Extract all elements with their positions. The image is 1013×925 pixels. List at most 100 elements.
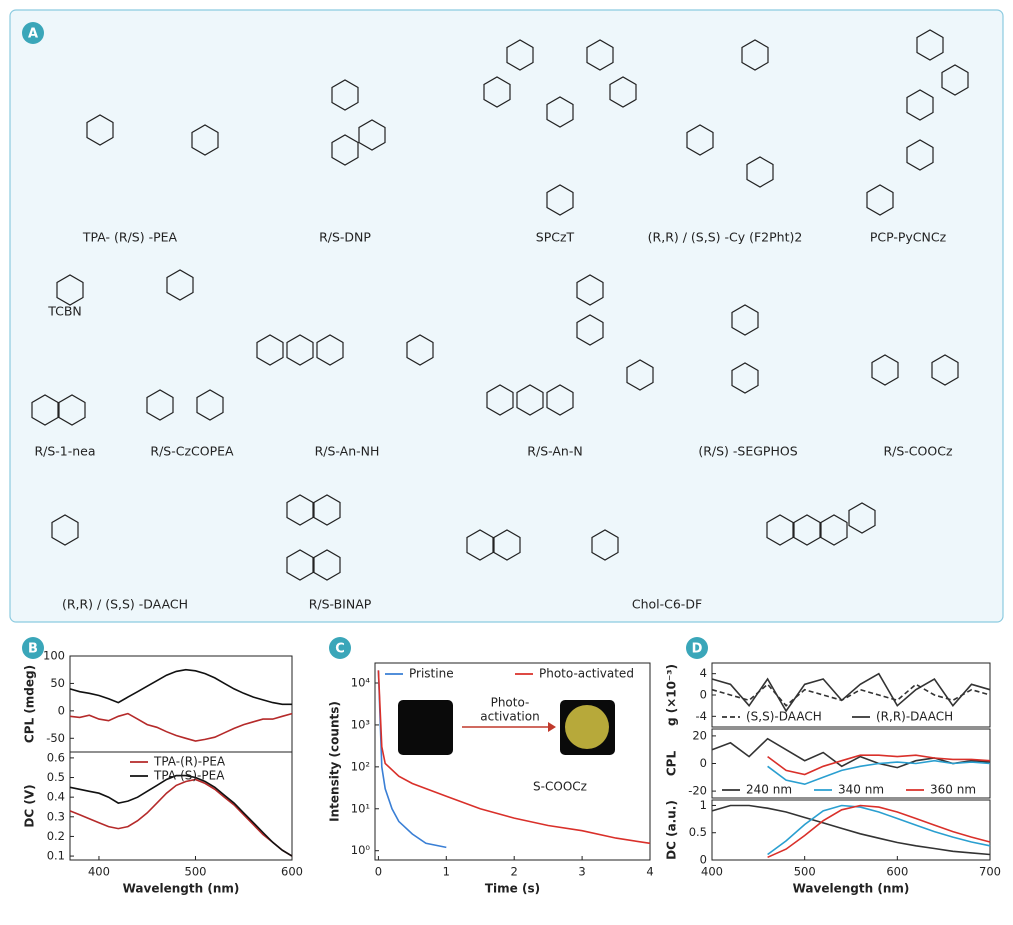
structure-ring xyxy=(58,394,86,426)
series-line xyxy=(711,804,991,856)
y-tick-label: 4 xyxy=(700,666,707,680)
structure-ring xyxy=(506,39,534,71)
series-line xyxy=(69,668,292,706)
structure-ring xyxy=(871,354,899,386)
y-tick-label: 0 xyxy=(700,756,707,770)
x-axis-label: Time (s) xyxy=(485,882,540,896)
y-tick-label: 100 xyxy=(43,649,65,663)
y-tick-label: 1 xyxy=(700,798,707,812)
compound-label: Chol-C6-DF xyxy=(632,597,702,612)
x-tick-label: 500 xyxy=(185,865,207,879)
compound-label: R/S-BINAP xyxy=(309,597,372,612)
structure-ring xyxy=(866,184,894,216)
structure-ring xyxy=(546,96,574,128)
y-axis-label: DC (a.u.) xyxy=(665,800,679,860)
structure-ring xyxy=(576,314,604,346)
compound-label: R/S-An-NH xyxy=(315,444,380,459)
y-tick-label: 10⁴ xyxy=(351,676,371,690)
legend-label: TPA-(S)-PEA xyxy=(153,769,225,783)
compound-label: R/S-An-N xyxy=(527,444,582,459)
y-axis-label: CPL (mdeg) xyxy=(23,665,37,743)
y-tick-label: 0 xyxy=(700,853,707,867)
badge-circle xyxy=(22,637,44,659)
inset-arrowhead xyxy=(548,722,556,732)
compound-label: R/S-COOCz xyxy=(883,444,952,459)
legend-label: (S,S)-DAACH xyxy=(746,710,822,724)
structure-ring xyxy=(483,76,511,108)
y-axis-label: DC (V) xyxy=(23,784,37,827)
plot-frame xyxy=(374,662,651,861)
structure-ring xyxy=(146,389,174,421)
structure-ring xyxy=(191,124,219,156)
structure-ring xyxy=(56,274,84,306)
y-tick-label: 0.3 xyxy=(47,809,65,823)
series-line xyxy=(711,672,991,713)
y-axis-label: CPL xyxy=(665,751,679,777)
structure-ring xyxy=(941,64,969,96)
structure-ring xyxy=(313,549,341,581)
structure-ring xyxy=(358,119,386,151)
x-tick-label: 600 xyxy=(886,865,908,879)
structure-ring xyxy=(51,514,79,546)
structure-ring xyxy=(546,184,574,216)
y-tick-label: 0.6 xyxy=(47,750,65,764)
structure-ring xyxy=(731,362,759,394)
structure-ring xyxy=(331,134,359,166)
structure-ring xyxy=(766,514,794,546)
structure-ring xyxy=(86,114,114,146)
structure-ring xyxy=(916,29,944,61)
structure-ring xyxy=(591,529,619,561)
x-tick-label: 500 xyxy=(794,865,816,879)
plot-frame xyxy=(69,751,293,861)
y-tick-label: 50 xyxy=(50,676,65,690)
structure-ring xyxy=(546,384,574,416)
badge-label: C xyxy=(335,642,345,657)
structure-ring xyxy=(256,334,284,366)
structure-ring xyxy=(316,334,344,366)
structure-ring xyxy=(848,502,876,534)
series-line xyxy=(711,737,991,769)
structure-ring xyxy=(466,529,494,561)
structure-ring xyxy=(741,39,769,71)
legend-label: Photo-activated xyxy=(539,667,634,681)
y-tick-label: 10³ xyxy=(351,717,371,731)
x-axis-label: Wavelength (nm) xyxy=(793,882,910,896)
structure-ring xyxy=(31,394,59,426)
badge-label: B xyxy=(28,642,38,657)
y-tick-label: 0 xyxy=(58,703,65,717)
compound-label: TCBN xyxy=(47,304,82,319)
structure-ring xyxy=(286,494,314,526)
structure-ring xyxy=(906,139,934,171)
legend-label: Pristine xyxy=(409,667,454,681)
y-tick-label: 20 xyxy=(692,728,707,742)
inset-dark xyxy=(398,700,453,755)
x-tick-label: 400 xyxy=(88,865,110,879)
compound-label: SPCzT xyxy=(536,230,575,245)
series-line xyxy=(767,804,991,856)
legend-label: 240 nm xyxy=(746,783,792,797)
y-tick-label: -20 xyxy=(688,784,707,798)
legend-label: (R,R)-DAACH xyxy=(876,710,953,724)
structure-ring xyxy=(931,354,959,386)
structure-ring xyxy=(576,274,604,306)
y-tick-label: 0.1 xyxy=(47,849,65,863)
annotation: activation xyxy=(480,710,539,724)
x-tick-label: 2 xyxy=(511,865,518,879)
structure-ring xyxy=(793,514,821,546)
structure-ring xyxy=(609,76,637,108)
inset xyxy=(398,700,615,755)
compound-label: PCP-PyCNCz xyxy=(870,230,947,245)
compound-label: (R/S) -SEGPHOS xyxy=(698,444,797,459)
structure-ring xyxy=(626,359,654,391)
structure-ring xyxy=(166,269,194,301)
series-line xyxy=(69,774,293,857)
series-line xyxy=(767,754,991,776)
structure-ring xyxy=(286,334,314,366)
series-line xyxy=(767,759,991,786)
structure-ring xyxy=(746,156,774,188)
y-tick-label: 10² xyxy=(351,759,370,773)
x-tick-label: 400 xyxy=(701,865,723,879)
y-tick-label: 0.4 xyxy=(47,790,65,804)
badge-label: D xyxy=(692,642,703,657)
